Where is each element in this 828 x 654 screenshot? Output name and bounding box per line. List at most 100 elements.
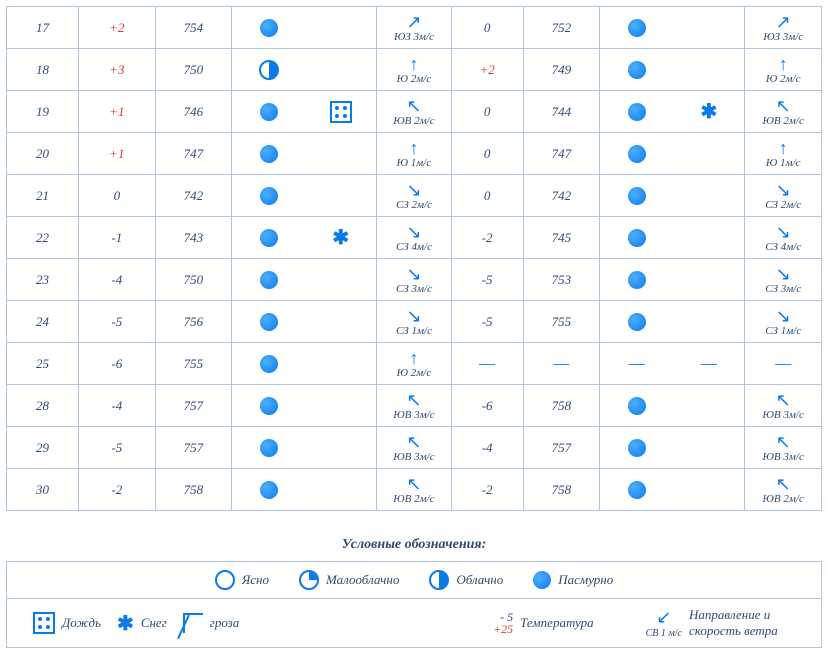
wind-cell: ↘СЗ 3м/с (745, 259, 822, 301)
wind-arrow-icon: ↘ (406, 265, 421, 283)
temp-cell: 0 (451, 133, 523, 175)
wind-cell: ↖ЮВ 2м/с (745, 91, 822, 133)
cloud-cell (600, 7, 674, 49)
overcast-icon (260, 187, 278, 205)
temp-cell: -6 (451, 385, 523, 427)
cloudy-icon (259, 60, 279, 80)
table-row: 17+2754↗ЮЗ 3м/с0752↗ЮЗ 3м/с (7, 7, 822, 49)
cloud-cell (232, 133, 306, 175)
temp-cell: +2 (451, 49, 523, 91)
cloud-cell (600, 469, 674, 511)
overcast-icon (260, 19, 278, 37)
pressure-cell: 757 (155, 427, 232, 469)
temp-cell: 0 (451, 175, 523, 217)
wind-text: Ю 2м/с (397, 368, 432, 379)
table-row: 22-1743✱↘СЗ 4м/с-2745↘СЗ 4м/с (7, 217, 822, 259)
cloud-cell (232, 259, 306, 301)
day-cell: 22 (7, 217, 79, 259)
precip-cell (673, 385, 745, 427)
storm-icon (183, 613, 203, 633)
overcast-icon (628, 271, 646, 289)
cloud-cell (600, 175, 674, 217)
precip-cell (673, 469, 745, 511)
wind-arrow-icon: ↘ (776, 223, 791, 241)
wind-cell: ↑Ю 2м/с (377, 343, 451, 385)
table-row: 210742↘СЗ 2м/с0742↘СЗ 2м/с (7, 175, 822, 217)
temp-cell: -2 (451, 469, 523, 511)
wind-cell: ↗ЮЗ 3м/с (745, 7, 822, 49)
precip-cell (673, 7, 745, 49)
overcast-icon (628, 397, 646, 415)
temp-cell: 0 (451, 91, 523, 133)
overcast-icon (533, 571, 551, 589)
temp-cell: -4 (451, 427, 523, 469)
wind-cell: ↘СЗ 1м/с (377, 301, 451, 343)
cloud-cell (600, 301, 674, 343)
wind-cell: ↖ЮВ 2м/с (377, 469, 451, 511)
day-cell: 23 (7, 259, 79, 301)
precip-cell (305, 133, 377, 175)
pressure-cell: 757 (155, 385, 232, 427)
pressure-cell: 753 (523, 259, 600, 301)
wind-text: СЗ 1м/с (765, 326, 801, 337)
overcast-icon (628, 313, 646, 331)
overcast-icon (260, 145, 278, 163)
overcast-icon (260, 439, 278, 457)
temp-cell: -4 (79, 259, 156, 301)
overcast-icon (260, 313, 278, 331)
wind-cell: ↖ЮВ 3м/с (745, 427, 822, 469)
rain-icon (33, 612, 55, 634)
wind-cell: ↖ЮВ 3м/с (745, 385, 822, 427)
wind-text: Ю 1м/с (397, 158, 432, 169)
wind-arrow-icon: ↖ (776, 97, 791, 115)
pressure-cell: 758 (523, 469, 600, 511)
snow-icon: ✱ (332, 227, 349, 249)
wind-cell: ↖ЮВ 3м/с (377, 427, 451, 469)
wind-arrow-icon: ↘ (776, 265, 791, 283)
overcast-icon (628, 439, 646, 457)
pressure-cell: 750 (155, 259, 232, 301)
wind-text: СЗ 1м/с (396, 326, 432, 337)
cloud-cell (600, 49, 674, 91)
wind-text: ЮЗ 3м/с (763, 32, 803, 43)
snow-icon: ✱ (701, 101, 718, 123)
wind-text: ЮВ 2м/с (763, 116, 804, 127)
temp-cell: -5 (451, 259, 523, 301)
precip-cell: ✱ (305, 217, 377, 259)
temp-cell: +2 (79, 7, 156, 49)
wind-text: ЮВ 3м/с (763, 410, 804, 421)
overcast-icon (628, 103, 646, 121)
partly-cloudy-icon (299, 570, 319, 590)
cloud-cell (600, 259, 674, 301)
overcast-icon (260, 271, 278, 289)
precip-cell (305, 427, 377, 469)
pressure-cell: 754 (155, 7, 232, 49)
wind-text: ЮЗ 3м/с (394, 32, 434, 43)
cloud-cell (232, 469, 306, 511)
wind-text: ЮВ 3м/с (763, 452, 804, 463)
cloud-cell (232, 343, 306, 385)
cloud-cell: — (600, 343, 674, 385)
wind-text: ЮВ 2м/с (393, 116, 434, 127)
precip-cell (673, 301, 745, 343)
precip-cell (673, 259, 745, 301)
day-cell: 25 (7, 343, 79, 385)
pressure-cell: 742 (523, 175, 600, 217)
table-row: 28-4757↖ЮВ 3м/с-6758↖ЮВ 3м/с (7, 385, 822, 427)
wind-cell: ↘СЗ 1м/с (745, 301, 822, 343)
precip-cell (305, 91, 377, 133)
cloud-cell (232, 91, 306, 133)
overcast-icon (628, 229, 646, 247)
overcast-icon (260, 103, 278, 121)
table-row: 25-6755↑Ю 2м/с————— (7, 343, 822, 385)
precip-cell (305, 49, 377, 91)
precip-cell (305, 175, 377, 217)
wind-cell: ↖ЮВ 2м/с (745, 469, 822, 511)
wind-arrow-icon: ↖ (406, 433, 421, 451)
temp-cell: -6 (79, 343, 156, 385)
temp-cell: +1 (79, 133, 156, 175)
day-cell: 20 (7, 133, 79, 175)
temp-cell: -2 (451, 217, 523, 259)
pressure-cell: 755 (155, 343, 232, 385)
wind-arrow-icon: ↗ (776, 13, 791, 31)
